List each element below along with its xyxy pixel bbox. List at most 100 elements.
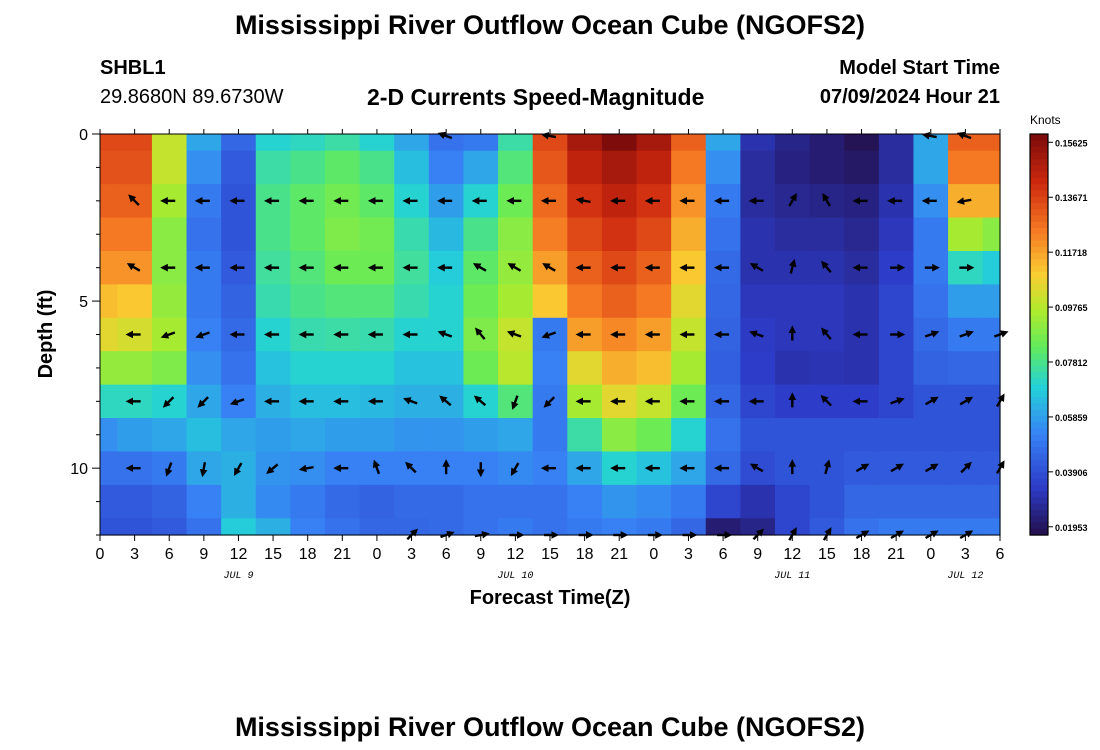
- current-vector-arrow: [437, 330, 453, 338]
- colorbar-segment: [1030, 196, 1048, 204]
- colorbar-segment: [1030, 265, 1048, 273]
- heatmap-cell: [151, 418, 188, 453]
- heatmap-cells: [100, 134, 1001, 536]
- heatmap-cell: [809, 418, 845, 453]
- heatmap-cell: [186, 518, 222, 536]
- current-vector-arrow: [507, 263, 522, 272]
- heatmap-cell: [948, 518, 984, 536]
- colorbar-segment: [1030, 509, 1048, 517]
- colorbar-tick-label: 0.13671: [1055, 193, 1088, 203]
- heatmap-cell: [532, 518, 568, 536]
- heatmap-cell: [913, 351, 949, 386]
- heatmap-cell: [325, 518, 361, 536]
- current-vector-arrow: [541, 131, 557, 140]
- heatmap-cell: [844, 150, 880, 185]
- heatmap-cell: [359, 418, 395, 453]
- heatmap-cell: [740, 518, 776, 536]
- heatmap-cell: [567, 518, 603, 536]
- current-vector-arrow: [199, 462, 208, 478]
- current-vector-arrow: [439, 395, 452, 407]
- colorbar-segment: [1030, 190, 1048, 198]
- heatmap-cell: [567, 484, 603, 519]
- heatmap-cell: [100, 184, 118, 219]
- heatmap-cell: [636, 134, 672, 152]
- current-vector-arrow: [266, 463, 279, 474]
- heatmap-cell: [498, 284, 534, 319]
- heatmap-cell: [100, 351, 118, 386]
- current-vector-arrow: [473, 395, 487, 407]
- x-tick-label: 6: [165, 546, 174, 563]
- colorbar-segment: [1030, 428, 1048, 436]
- colorbar-segment: [1030, 378, 1048, 386]
- x-tick-label: 18: [576, 546, 594, 563]
- heatmap-cell: [359, 484, 395, 519]
- colorbar-segment: [1030, 234, 1048, 242]
- heatmap-cell: [809, 217, 845, 252]
- heatmap-cell: [186, 217, 222, 252]
- heatmap-cell: [100, 384, 118, 419]
- heatmap-cell: [740, 284, 776, 319]
- heatmap-cell: [359, 351, 395, 386]
- date-label: JUL 12: [947, 571, 983, 582]
- heatmap-cell: [844, 518, 880, 536]
- x-tick-label: 15: [541, 546, 559, 563]
- current-vector-arrow: [956, 131, 972, 140]
- heatmap-cell: [151, 217, 188, 252]
- heatmap-cell: [913, 518, 949, 536]
- heatmap-cell: [775, 284, 811, 319]
- heatmap-cell: [221, 284, 257, 319]
- x-tick-label: 0: [372, 546, 381, 563]
- heatmap-cell: [463, 351, 499, 386]
- heatmap-cell: [913, 217, 949, 252]
- current-vector-arrow: [126, 263, 141, 272]
- heatmap-cell: [705, 484, 741, 519]
- heatmap-cell: [255, 518, 291, 536]
- current-vector-arrow: [195, 331, 210, 339]
- colorbar-segment: [1030, 328, 1048, 336]
- heatmap-cell: [186, 418, 222, 453]
- heatmap-cell: [948, 351, 984, 386]
- heatmap-cell: [100, 518, 118, 536]
- colorbar-segment: [1030, 278, 1048, 285]
- heatmap-cell: [394, 418, 430, 453]
- heatmap-cell: [567, 351, 603, 386]
- current-vector-arrow: [575, 196, 591, 205]
- current-vector-arrow: [510, 462, 520, 477]
- current-vector-arrow: [298, 464, 314, 473]
- date-labels: JUL 9 JUL 10 JUL 11 JUL 12: [223, 571, 983, 582]
- x-tick-label: 21: [333, 546, 351, 563]
- heatmap-cell: [186, 484, 222, 519]
- colorbar-segment: [1030, 372, 1048, 379]
- colorbar-segment: [1030, 202, 1048, 210]
- colorbar-tick-label: 0.09765: [1055, 303, 1088, 313]
- heatmap-cell: [601, 484, 638, 519]
- x-tick-label: 9: [753, 546, 762, 563]
- colorbar-tick-label: 0.05859: [1055, 413, 1088, 423]
- heatmap-cell: [463, 134, 499, 152]
- heatmap-cell: [636, 484, 672, 519]
- heatmap-cell: [117, 134, 153, 152]
- heatmap-cell: [982, 284, 1001, 319]
- current-vector-arrow: [542, 263, 556, 272]
- heatmap-cell: [186, 351, 222, 386]
- heatmap-cell: [671, 217, 707, 252]
- date-label: JUL 11: [774, 571, 810, 582]
- y-tick-label: 10: [70, 461, 88, 478]
- current-vector-arrow: [788, 258, 797, 274]
- heatmap-cell: [221, 418, 257, 453]
- heatmap-cell: [151, 134, 188, 152]
- heatmap-cell: [775, 217, 811, 252]
- current-vector-arrow: [403, 397, 418, 405]
- heatmap-cell: [775, 351, 811, 386]
- heatmap-cell: [359, 134, 395, 152]
- colorbar-segment: [1030, 159, 1048, 166]
- colorbar-segment: [1030, 321, 1048, 329]
- heatmap-cell: [186, 150, 222, 185]
- heatmap-cell: [567, 134, 603, 152]
- x-tick-label: 9: [199, 546, 208, 563]
- heatmap-cell: [463, 150, 499, 185]
- heatmap-cell: [636, 217, 672, 252]
- heatmap-cell: [809, 134, 845, 152]
- heatmap-cell: [913, 284, 949, 319]
